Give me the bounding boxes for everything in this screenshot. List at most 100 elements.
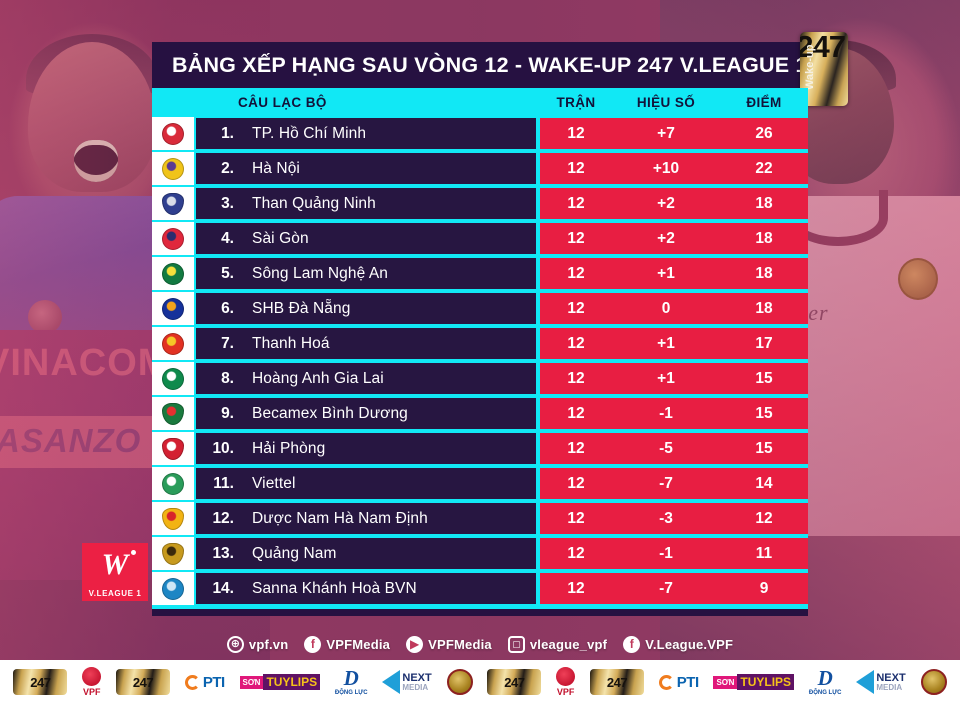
son-label: SƠN [713, 675, 738, 689]
quang-nam-crest [162, 542, 184, 565]
table-row[interactable]: 4. Sài Gòn 12 +2 18 [152, 221, 808, 256]
crest-cell [152, 326, 194, 361]
right-player-club-crest [898, 258, 938, 300]
instagram-icon: ▢ [507, 635, 525, 653]
vpf-mark: VPF [82, 667, 102, 697]
wakeup-can-mark: 247 [487, 669, 542, 695]
table-row[interactable]: 12. Dược Nam Hà Nam Định 12 -3 12 [152, 501, 808, 536]
next-media-logo: NEXT MEDIA [856, 665, 906, 699]
club-name: TP. Hồ Chí Minh [252, 124, 367, 142]
wakeup-can-mark: 247 [116, 669, 171, 695]
pti-ring-icon [658, 674, 674, 690]
facebook-icon: f [623, 635, 641, 653]
club-name: Dược Nam Hà Nam Định [252, 509, 428, 527]
table-row[interactable]: 7. Thanh Hoá 12 +1 17 [152, 326, 808, 361]
wakeup-247-logo: 247 [589, 665, 644, 699]
goal-diff-value: +10 [652, 159, 680, 177]
table-row[interactable]: 1. TP. Hồ Chí Minh 12 +7 26 [152, 116, 808, 151]
goal-diff-value: +7 [657, 124, 675, 142]
stats-cell: 12 +1 18 [540, 258, 808, 289]
points-value: 14 [755, 474, 773, 492]
crest-cell [152, 116, 194, 151]
club-cell: 14. Sanna Khánh Hoà BVN [196, 573, 536, 604]
goal-diff-value: +1 [657, 334, 675, 352]
table-row[interactable]: 9. Becamex Bình Dương 12 -1 15 [152, 396, 808, 431]
table-row[interactable]: 13. Quảng Nam 12 -1 11 [152, 536, 808, 571]
viettel-crest [162, 472, 184, 495]
points-value: 18 [755, 264, 773, 282]
crest-cell [152, 361, 194, 396]
rank-value: 11. [213, 474, 234, 492]
hanoi-fc-crest [162, 157, 184, 180]
club-cell: 1. TP. Hồ Chí Minh [196, 118, 536, 149]
club-cell: 3. Than Quảng Ninh [196, 188, 536, 219]
club-cell: 6. SHB Đà Nẵng [196, 293, 536, 324]
next-arrow-icon [382, 670, 401, 694]
social-label: VPFMedia [326, 636, 391, 652]
than-quang-ninh-crest [162, 192, 184, 215]
club-name: Hải Phòng [252, 439, 326, 457]
points-value: 26 [755, 124, 773, 142]
table-row[interactable]: 5. Sông Lam Nghệ An 12 +1 18 [152, 256, 808, 291]
goal-diff-value: -5 [659, 439, 673, 457]
column-header-played: TRẬN [556, 94, 596, 110]
hai-phong-crest [162, 437, 184, 460]
next-media-mark: NEXT MEDIA [382, 670, 432, 694]
stats-cell: 12 -5 15 [540, 433, 808, 464]
club-cell: 8. Hoàng Anh Gia Lai [196, 363, 536, 394]
dong-luc-label: ĐỘNG LỰC [808, 690, 842, 696]
rank-value: 3. [221, 194, 234, 212]
stats-cell: 12 -1 11 [540, 538, 808, 569]
can-number: 247 [800, 32, 846, 64]
played-value: 12 [567, 124, 585, 142]
club-name: Thanh Hoá [252, 334, 330, 352]
club-cell: 2. Hà Nội [196, 153, 536, 184]
rank-value: 5. [221, 264, 234, 282]
vff-crest-icon [446, 669, 473, 695]
club-name: Sài Gòn [252, 229, 309, 247]
table-row[interactable]: 6. SHB Đà Nẵng 12 0 18 [152, 291, 808, 326]
pti-mark: PTI [658, 674, 699, 691]
dong-luc-label: ĐỘNG LỰC [334, 690, 368, 696]
social-link[interactable]: f VPFMedia [304, 635, 391, 653]
club-name: Than Quảng Ninh [252, 194, 376, 212]
rank-value: 7. [221, 334, 234, 352]
social-label: vpf.vn [248, 636, 289, 652]
table-row[interactable]: 2. Hà Nội 12 +10 22 [152, 151, 808, 186]
points-value: 18 [755, 229, 773, 247]
table-row[interactable]: 8. Hoàng Anh Gia Lai 12 +1 15 [152, 361, 808, 396]
stats-cell: 12 -3 12 [540, 503, 808, 534]
club-cell: 10. Hải Phòng [196, 433, 536, 464]
wakeup-can-mark: 247 [13, 669, 68, 695]
stats-cell: 12 -7 14 [540, 468, 808, 499]
points-value: 15 [755, 439, 773, 457]
hcmc-crest [162, 122, 184, 145]
social-link[interactable]: f V.League.VPF [623, 635, 733, 653]
hagl-crest [162, 367, 184, 390]
table-row[interactable]: 10. Hải Phòng 12 -5 15 [152, 431, 808, 466]
goal-diff-value: 0 [661, 299, 671, 317]
rank-value: 12. [212, 509, 234, 527]
table-row[interactable]: 11. Viettel 12 -7 14 [152, 466, 808, 501]
social-link[interactable]: ▢ vleague_vpf [507, 635, 607, 653]
social-label: VPFMedia [428, 636, 492, 652]
page-title: BẢNG XẾP HẠNG SAU VÒNG 12 - WAKE-UP 247 … [172, 52, 808, 77]
played-value: 12 [567, 194, 585, 212]
crest-cell [152, 256, 194, 291]
club-cell: 11. Viettel [196, 468, 536, 499]
pti-mark: PTI [184, 674, 225, 691]
vpf-label: VPF [556, 687, 575, 697]
table-row[interactable]: 14. Sanna Khánh Hoà BVN 12 -7 9 [152, 571, 808, 606]
rank-value: 9. [221, 404, 234, 422]
tuylips-label: TUYLIPS [263, 674, 321, 690]
table-row[interactable]: 3. Than Quảng Ninh 12 +2 18 [152, 186, 808, 221]
youtube-icon: ▶ [406, 635, 424, 653]
goal-diff-value: -7 [659, 579, 673, 597]
dong-luc-mark: D ĐỘNG LỰC [808, 668, 842, 697]
social-link[interactable]: ⊕ vpf.vn [226, 635, 289, 653]
social-link[interactable]: ▶ VPFMedia [406, 635, 492, 653]
standings-table: CÂU LẠC BỘ TRẬN HIỆU SỐ ĐIỂM 1. TP. Hồ Ch… [152, 88, 808, 616]
club-cell: 5. Sông Lam Nghệ An [196, 258, 536, 289]
stats-cell: 12 -1 15 [540, 398, 808, 429]
club-cell: 12. Dược Nam Hà Nam Định [196, 503, 536, 534]
